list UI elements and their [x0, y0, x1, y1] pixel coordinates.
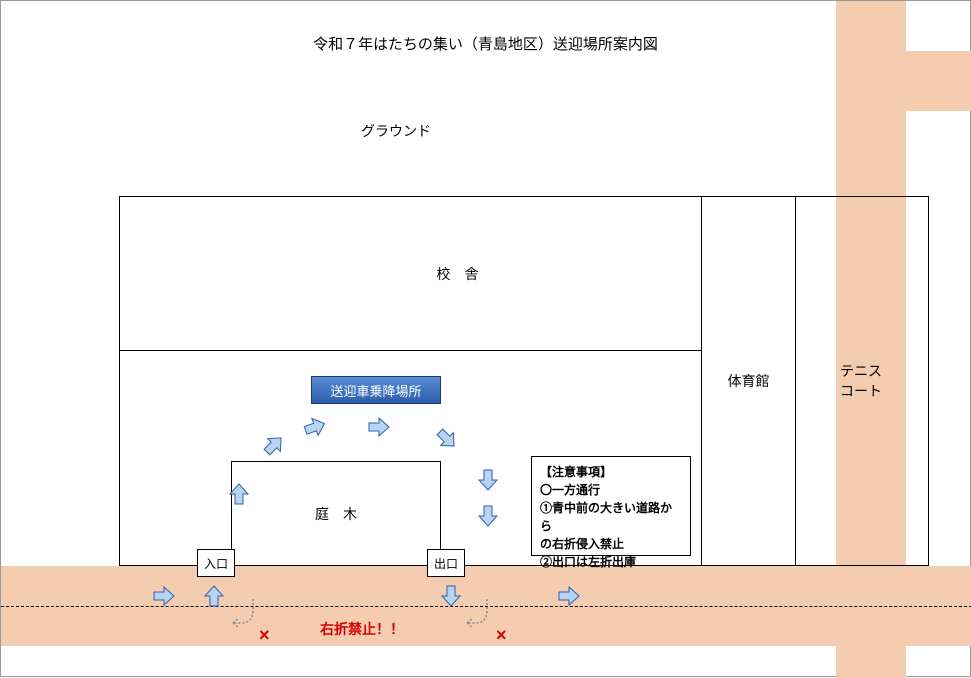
entrance-label: 入口: [204, 555, 228, 572]
notice-line-1: 〇一方通行: [540, 481, 682, 499]
direction-arrow-10: [557, 584, 581, 608]
school-label: 校 舎: [437, 264, 479, 284]
direction-arrow-9: [152, 584, 176, 608]
map-title: 令和７年はたちの集い（青島地区）送迎場所案内図: [1, 33, 970, 54]
notice-line-2: ①青中前の大きい道路から: [540, 499, 682, 535]
gym-label: 体育館: [728, 371, 770, 391]
direction-arrow-4: [227, 482, 251, 506]
pickup-location: 送迎車乗降場所: [311, 376, 441, 404]
map-canvas: 令和７年はたちの集い（青島地区）送迎場所案内図 グラウンド 校 舎 体育館 テニ…: [0, 0, 971, 677]
notice-heading: 【注意事項】: [540, 463, 682, 481]
exit-label: 出口: [434, 555, 458, 572]
notice-line-3: の右折侵入禁止: [540, 535, 682, 553]
ground-label: グラウンド: [361, 121, 431, 141]
tennis-label: テニス コート: [840, 361, 882, 401]
direction-arrow-6: [476, 504, 500, 528]
no-right-turn-warning: 右折禁止！！: [320, 619, 404, 639]
tennis-court: テニス コート: [796, 196, 926, 566]
garden-label: 庭 木: [315, 504, 357, 524]
entrance-marker: 入口: [197, 549, 235, 577]
direction-arrow-5: [476, 468, 500, 492]
garden-area: 庭 木: [231, 461, 441, 566]
exit-marker: 出口: [427, 549, 465, 577]
prohibited-turn-arrow-1: [457, 591, 501, 640]
notice-box: 【注意事項】 〇一方通行 ①青中前の大きい道路から の右折侵入禁止 ②出口は左折…: [531, 456, 691, 556]
prohibited-turn-arrow-0: [223, 591, 267, 640]
road-branch: [906, 51, 971, 111]
gym-building: 体育館: [701, 196, 796, 566]
notice-line-4: ②出口は左折出庫: [540, 553, 682, 571]
school-building: 校 舎: [119, 196, 796, 351]
pickup-label: 送迎車乗降場所: [330, 381, 421, 400]
direction-arrow-0: [367, 415, 391, 439]
